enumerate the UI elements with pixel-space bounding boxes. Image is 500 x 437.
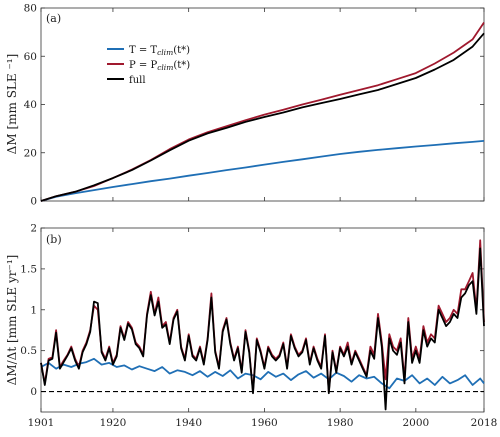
panel-a-tag: (a)	[46, 12, 61, 25]
panel-b-ytick-label: 2	[30, 223, 37, 235]
panel-b-ytick-label: 0	[30, 386, 37, 398]
panel-a-series-full	[40, 32, 485, 202]
panel-a-series-t-t-clim-t	[40, 140, 485, 202]
panel-b-xtick-label: 2000	[402, 417, 429, 429]
panel-b-xtick-label: 1920	[100, 417, 127, 429]
legend-entry-full: full	[107, 75, 146, 86]
panel-b-ylabel: ΔM/Δt [mm SLE yr⁻¹]	[5, 255, 19, 386]
panel-a: (a) ΔM [mm SLE ⁻¹] 0 20 40 60 80 T = Tclim(t…	[5, 3, 485, 208]
panel-a-ytick-label: 0	[30, 196, 37, 208]
panel-b-xtick-label: 1980	[327, 417, 354, 429]
panel-a-ytick-label: 40	[24, 99, 37, 111]
panel-a-ticks: 0 20 40 60 80	[24, 3, 485, 208]
panel-b: (b) ΔM/Δt [mm SLE yr⁻¹] 0 0.5 1 1.5 2 1901 192…	[5, 223, 497, 430]
legend-label-p-clim: P = Pclim(t*)	[129, 60, 190, 72]
panel-a-ytick-label: 80	[24, 3, 37, 15]
legend-label-t-clim: T = Tclim(t*)	[129, 45, 190, 57]
legend-entry-t-clim: T = Tclim(t*)	[107, 45, 190, 57]
panel-b-xtick-label: 1960	[251, 417, 278, 429]
panel-b-xtick-label: 2018	[471, 417, 498, 429]
panel-b-ytick-label: 1.5	[20, 263, 37, 275]
panel-b-ytick-label: 1	[30, 304, 37, 316]
legend-entry-p-clim: P = Pclim(t*)	[107, 60, 190, 72]
panel-a-lines	[40, 21, 485, 202]
panel-b-ticks: 0 0.5 1 1.5 2 1901 1920 1940 1960 1980 2000 2018	[20, 223, 497, 430]
panel-b-frame	[40, 227, 485, 413]
panel-a-ylabel: ΔM [mm SLE ⁻¹]	[5, 54, 19, 155]
legend: T = Tclim(t*) P = Pclim(t*) full	[107, 45, 190, 86]
panel-b-series-full	[40, 247, 485, 411]
legend-label-full: full	[129, 75, 146, 86]
panel-b-series-t-t-clim-t	[40, 357, 485, 390]
panel-a-ytick-label: 20	[24, 147, 37, 159]
panel-b-xtick-label: 1940	[175, 417, 202, 429]
panel-b-ytick-label: 0.5	[20, 345, 37, 357]
panel-a-ytick-label: 60	[24, 51, 37, 63]
panel-b-tag: (b)	[46, 233, 62, 246]
panel-a-frame	[40, 7, 485, 202]
panel-b-xtick-label: 1901	[28, 417, 55, 429]
panel-b-lines	[40, 239, 485, 411]
